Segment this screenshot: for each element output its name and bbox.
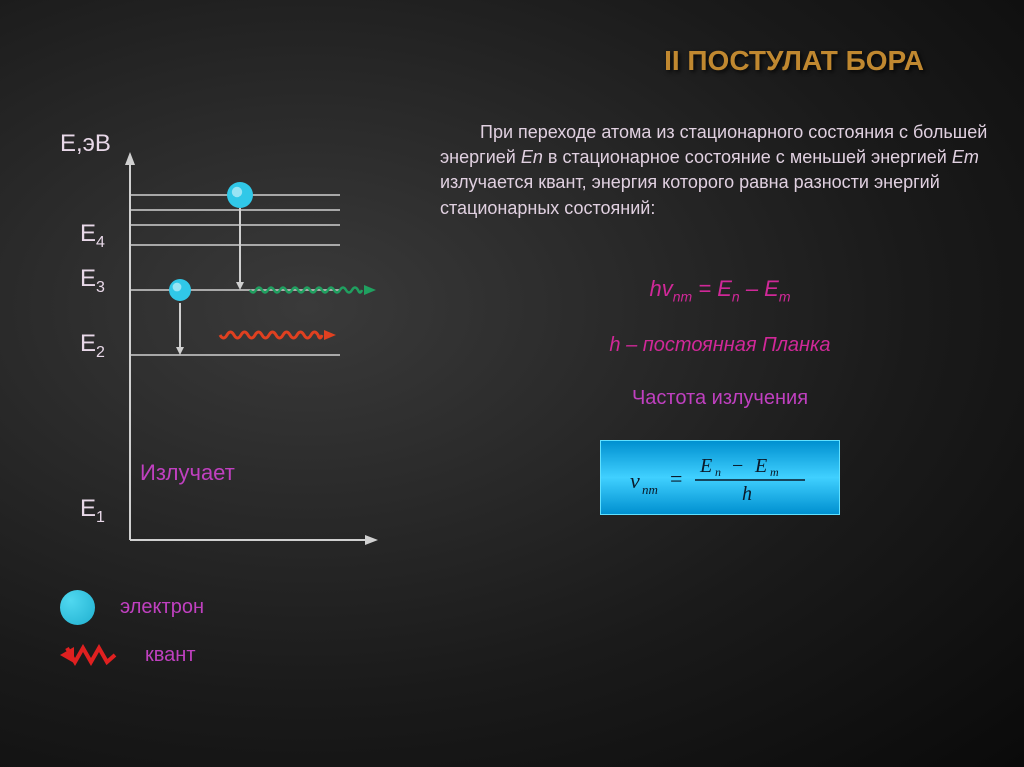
legend-quantum: квант [60, 640, 204, 670]
energy-level-label-E1: E1 [80, 495, 105, 527]
content-area: При переходе атома из стационарного сост… [440, 120, 1000, 515]
svg-text:E: E [699, 455, 712, 477]
legend-electron: электрон [60, 590, 204, 625]
svg-text:n: n [715, 465, 721, 479]
diagram-svg [120, 140, 400, 560]
legend: электрон квант [60, 590, 204, 685]
svg-text:m: m [770, 465, 779, 479]
energy-diagram: Е,эВ E4 E3 E2 E1 Излучает [60, 130, 360, 630]
svg-text:nm: nm [642, 482, 658, 497]
y-axis-label: Е,эВ [60, 130, 111, 158]
frequency-formula-box: v nm = E n − E m h [600, 440, 840, 515]
svg-text:v: v [630, 468, 640, 493]
electron-dot-icon [60, 590, 95, 625]
planck-constant-note: h – постоянная Планка [440, 334, 1000, 357]
frequency-formula: v nm = E n − E m h [620, 448, 820, 508]
frequency-label: Частота излучения [440, 387, 1000, 410]
postulate-description: При переходе атома из стационарного сост… [440, 120, 1000, 221]
energy-formula: hvnm = En – Em [440, 276, 1000, 304]
quantum-zigzag-icon [60, 640, 120, 670]
svg-text:E: E [754, 455, 767, 477]
legend-electron-label: электрон [120, 596, 204, 619]
emission-label: Излучает [140, 460, 235, 486]
legend-quantum-label: квант [145, 644, 195, 667]
svg-text:=: = [670, 466, 682, 491]
svg-text:−: − [732, 455, 743, 477]
energy-level-label-E2: E2 [80, 330, 105, 362]
slide-title: II ПОСТУЛАТ БОРА [664, 45, 924, 77]
energy-level-label-E4: E4 [80, 220, 105, 252]
svg-text:h: h [742, 483, 752, 505]
energy-level-label-E3: E3 [80, 265, 105, 297]
